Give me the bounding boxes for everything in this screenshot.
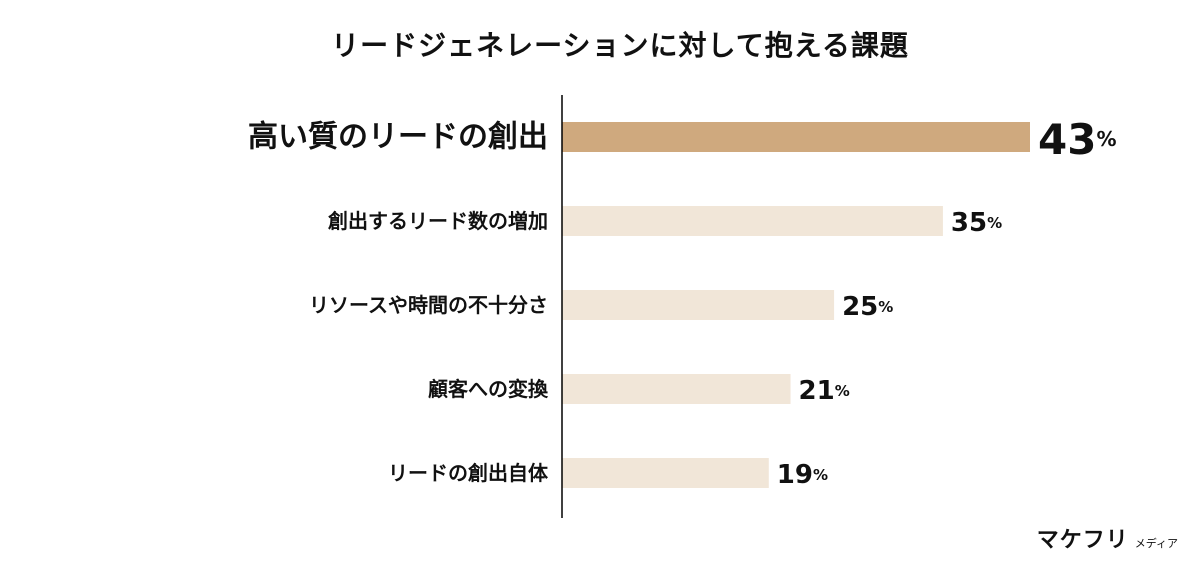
value-number: 43 [1038, 115, 1096, 164]
value-label: 35% [951, 208, 1002, 238]
value-label: 19% [777, 460, 828, 490]
value-number: 21 [799, 376, 835, 406]
bar [562, 458, 769, 488]
category-label: リソースや時間の不十分さ [309, 293, 548, 317]
bar [562, 290, 835, 320]
brand-sub: メディア [1134, 537, 1178, 550]
value-unit: % [878, 298, 893, 316]
value-unit: % [813, 466, 828, 484]
value-number: 19 [777, 460, 813, 490]
value-label: 21% [799, 376, 850, 406]
value-unit: % [835, 382, 850, 400]
category-label: 創出するリード数の増加 [327, 209, 548, 233]
brand-name: マケフリ [1036, 528, 1129, 553]
brand-logo: マケフリ メディア [1037, 522, 1178, 554]
bar [562, 122, 1030, 152]
value-unit: % [987, 214, 1002, 232]
category-label: リードの創出自体 [388, 461, 549, 485]
category-label: 高い質のリードの創出 [248, 120, 548, 155]
value-label: 25% [842, 292, 893, 322]
bar [562, 374, 791, 404]
value-number: 35 [951, 208, 987, 238]
value-number: 25 [842, 292, 878, 322]
chart-title: リードジェネレーションに対して抱える課題 [331, 29, 909, 62]
value-unit: % [1096, 127, 1116, 151]
category-label: 顧客への変換 [428, 377, 549, 401]
value-label: 43% [1038, 115, 1117, 164]
bar [562, 206, 943, 236]
